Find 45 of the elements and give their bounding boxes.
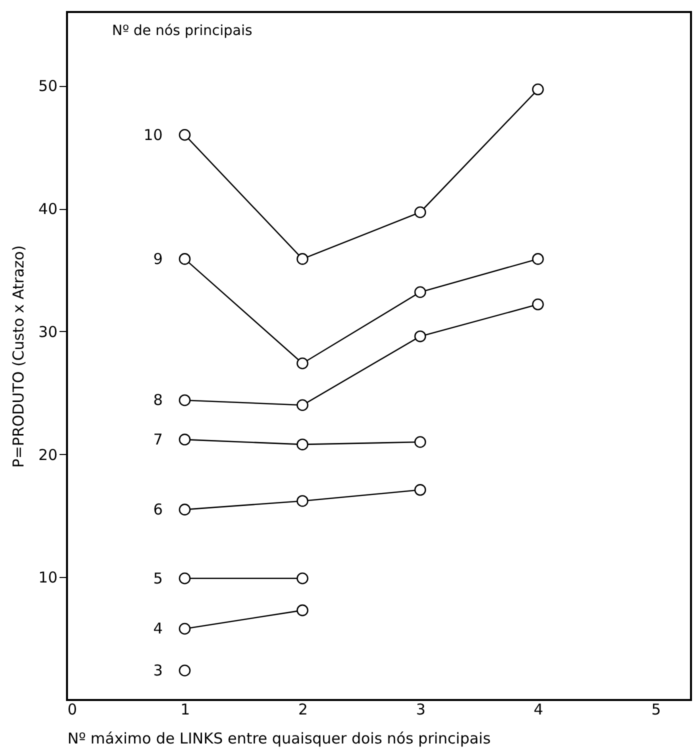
series-label: 3 — [153, 662, 163, 680]
x-tick-label: 0 — [68, 700, 78, 718]
point — [178, 572, 191, 584]
y-tick-label: 30 — [38, 322, 58, 341]
point — [296, 604, 308, 616]
point — [414, 330, 426, 342]
point — [532, 84, 544, 96]
point — [178, 504, 191, 516]
point — [178, 253, 191, 265]
series-label: 8 — [153, 391, 163, 410]
point — [296, 572, 308, 584]
y-axis-title: P=PRODUTO (Custo x Atrazo) — [9, 245, 28, 468]
point — [414, 484, 426, 496]
point — [414, 286, 426, 298]
x-tick-label: 1 — [180, 700, 190, 718]
point — [296, 495, 308, 507]
point — [296, 438, 308, 450]
point — [178, 664, 191, 676]
point — [414, 436, 426, 448]
point — [532, 298, 544, 310]
x-tick-label: 2 — [298, 700, 308, 718]
point — [178, 434, 191, 446]
y-tick-label: 20 — [38, 446, 58, 464]
series-label: 9 — [153, 250, 163, 268]
point — [178, 622, 191, 635]
point — [178, 128, 191, 141]
series-label: 5 — [153, 569, 163, 588]
point — [296, 399, 308, 412]
point — [296, 253, 308, 265]
x-axis-title: Nº máximo de LINKS entre quaisquer dois nós principais — [68, 730, 491, 748]
y-tick-label: 10 — [38, 568, 58, 587]
series-label: 10 — [144, 126, 163, 144]
x-tick-label: 3 — [416, 700, 426, 718]
point — [414, 206, 426, 218]
point — [532, 253, 544, 265]
point — [178, 394, 191, 406]
y-tick-label: 50 — [38, 77, 58, 96]
series-label: 7 — [153, 430, 163, 449]
x-tick-label: 5 — [651, 700, 661, 718]
series-label: 4 — [153, 620, 163, 638]
x-tick-label: 4 — [534, 700, 544, 718]
y-tick-label: 40 — [38, 200, 58, 218]
series-label: 6 — [153, 500, 163, 519]
annotation: Nº de nós principais — [112, 23, 252, 39]
point — [296, 357, 308, 370]
